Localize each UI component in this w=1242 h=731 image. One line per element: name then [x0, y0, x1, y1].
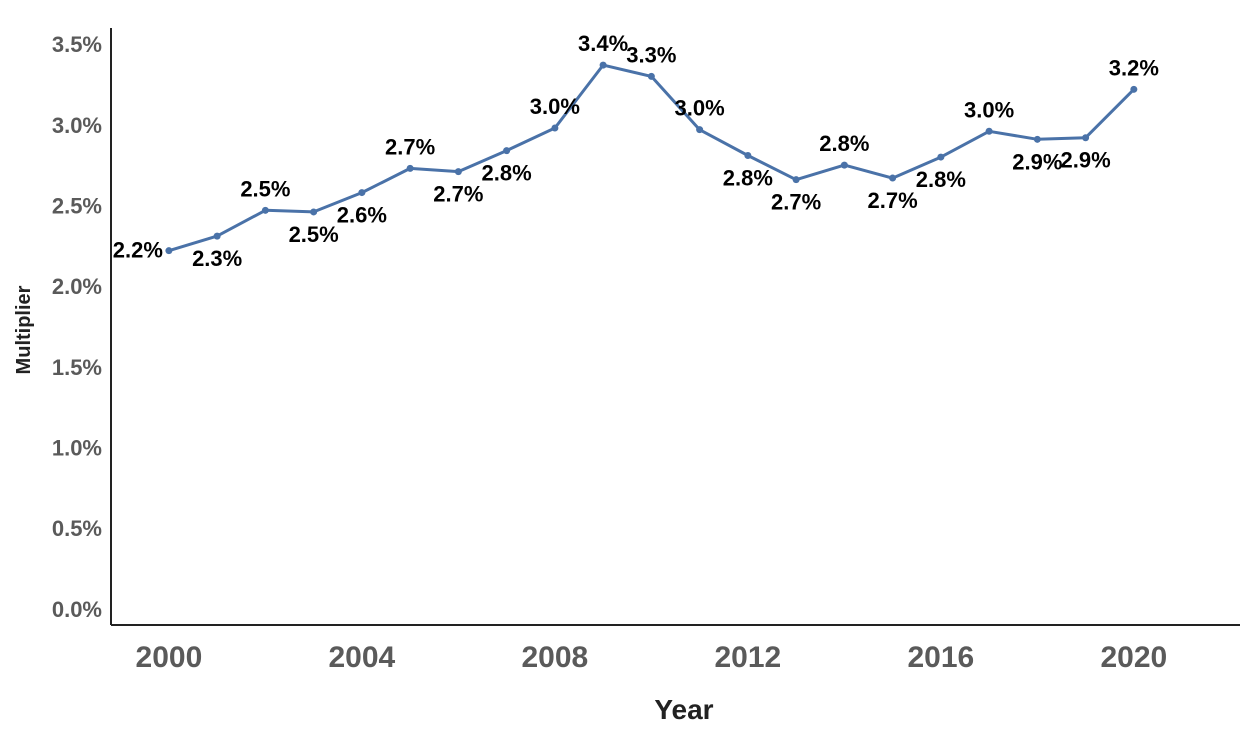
- data-label: 2.8%: [482, 161, 532, 186]
- y-tick-label: 1.5%: [52, 355, 102, 380]
- data-point: [261, 206, 269, 214]
- y-tick-label: 2.5%: [52, 193, 102, 218]
- data-label: 2.8%: [916, 167, 966, 192]
- data-point: [310, 208, 318, 216]
- data-label: 2.9%: [1061, 148, 1111, 173]
- data-label: 2.7%: [868, 188, 918, 213]
- data-point: [406, 164, 414, 172]
- data-label: 2.7%: [385, 134, 435, 159]
- x-tick-label: 2020: [1100, 641, 1167, 674]
- y-axis-ticks: 0.0% 0.5% 1.0% 1.5% 2.0% 2.5% 3.0% 3.5%: [52, 32, 102, 622]
- data-point: [165, 247, 173, 255]
- data-label: 2.3%: [192, 246, 242, 271]
- x-axis-ticks: 2000 2004 2008 2012 2016 2020: [136, 641, 1168, 674]
- y-axis-title: Multiplier: [13, 285, 35, 374]
- axes: [110, 28, 1240, 626]
- y-tick-label: 0.0%: [52, 597, 102, 622]
- data-label: 2.9%: [1012, 149, 1062, 174]
- data-point: [696, 126, 704, 134]
- y-tick-label: 3.5%: [52, 32, 102, 57]
- data-point: [213, 232, 221, 240]
- data-point: [937, 153, 945, 161]
- data-label: 2.8%: [819, 131, 869, 156]
- data-label: 2.2%: [113, 238, 163, 263]
- data-point: [744, 151, 752, 159]
- data-label: 3.0%: [964, 97, 1014, 122]
- y-tick-label: 1.0%: [52, 436, 102, 461]
- data-point: [1033, 135, 1041, 143]
- data-point: [1082, 134, 1090, 142]
- data-label: 2.8%: [723, 165, 773, 190]
- data-point: [599, 61, 607, 69]
- y-tick-label: 2.0%: [52, 274, 102, 299]
- data-point: [503, 147, 511, 155]
- data-labels: 2.2% 2.3%2.5%2.5%2.6%2.7%2.7%2.8%3.0%3.4%…: [113, 31, 1159, 271]
- data-label: 3.3%: [626, 42, 676, 67]
- data-label: 3.0%: [530, 94, 580, 119]
- data-point: [647, 72, 655, 80]
- x-tick-label: 2008: [522, 641, 589, 674]
- data-label: 2.5%: [240, 176, 290, 201]
- data-label: 2.6%: [337, 203, 387, 228]
- series-layer: [165, 61, 1138, 255]
- x-tick-label: 2016: [907, 641, 974, 674]
- x-axis-title: Year: [654, 694, 713, 725]
- data-point: [551, 124, 559, 132]
- y-tick-label: 3.0%: [52, 113, 102, 138]
- data-point: [358, 189, 366, 197]
- data-label: 3.0%: [675, 96, 725, 121]
- data-point: [454, 168, 462, 176]
- data-label: 3.4%: [578, 31, 628, 56]
- x-tick-label: 2004: [329, 641, 396, 674]
- x-tick-label: 2000: [136, 641, 203, 674]
- x-tick-label: 2012: [714, 641, 781, 674]
- data-label: 2.7%: [771, 190, 821, 215]
- data-point: [889, 174, 897, 182]
- data-label: 2.5%: [289, 222, 339, 247]
- data-point: [840, 161, 848, 169]
- data-point: [1130, 85, 1138, 93]
- y-tick-label: 0.5%: [52, 516, 102, 541]
- data-label: 2.7%: [433, 182, 483, 207]
- data-label: 3.2%: [1109, 55, 1159, 80]
- data-point: [792, 176, 800, 184]
- data-point: [985, 127, 993, 135]
